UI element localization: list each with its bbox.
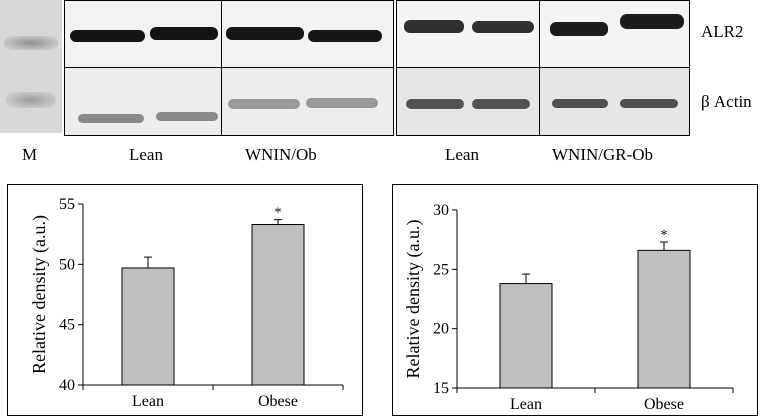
frame-lean2-actin: [396, 67, 540, 136]
band-actin-wninob-1: [228, 99, 300, 109]
frame-lean-alr2: [64, 0, 222, 68]
bar: [637, 249, 691, 389]
frame-wninob-actin: [221, 67, 394, 136]
x-tick-label: Lean: [132, 393, 164, 410]
frame-wnin-gr-ob-alr2: [539, 0, 690, 68]
y-tick-label: 45: [59, 317, 75, 334]
band-alr2-wninob-1: [226, 27, 304, 40]
frame-lean-actin: [64, 67, 222, 136]
bar-chart-right: 15 20 25 30 Lean * Obese Relative density (a.u.…: [403, 202, 734, 413]
y-tick-label: 30: [433, 202, 449, 219]
x-tick-label: Obese: [258, 393, 298, 410]
band-actin-lean-2: [156, 112, 218, 121]
marker-band-bottom: [6, 92, 56, 108]
y-axis-label: Relative density (a.u.): [403, 220, 424, 379]
group-label-lean-1: Lean: [129, 145, 163, 164]
band-alr2-wnin-gr-ob-1: [550, 22, 608, 36]
band-actin-lean-1: [78, 114, 144, 123]
band-alr2-lean-3: [404, 20, 464, 33]
y-tick-label: 50: [59, 256, 75, 273]
y-tick-label: 40: [59, 377, 75, 394]
band-actin-wninob-2: [306, 98, 378, 108]
group-label-wnin-ob: WNIN/Ob: [245, 145, 317, 164]
marker-label: M: [22, 145, 38, 164]
y-axis-label: Relative density (a.u.): [29, 215, 50, 374]
band-alr2-lean-4: [472, 21, 534, 33]
marker-lane: [0, 0, 62, 133]
bar: [499, 283, 553, 389]
band-actin-wnin-gr-ob-1: [552, 99, 608, 108]
y-tick-label: 20: [433, 321, 449, 338]
marker-band-top: [4, 36, 58, 50]
band-alr2-wnin-gr-ob-2: [620, 14, 684, 29]
chart-right-panel: 15 20 25 30 Lean * Obese Relative density (a.u.…: [392, 184, 758, 416]
bar: [121, 267, 175, 386]
blot-alr2-wnin-gr-ob: [396, 0, 690, 68]
y-tick-label: 25: [433, 261, 449, 278]
band-alr2-wninob-2: [308, 30, 382, 42]
y-tick-label: 15: [433, 380, 449, 397]
band-actin-lean-3: [406, 99, 464, 109]
x-tick-label: Lean: [510, 396, 542, 413]
frame-wnin-gr-ob-actin: [539, 67, 690, 136]
y-tick-label: 55: [59, 196, 75, 213]
frame-wninob-alr2: [221, 0, 394, 68]
band-actin-wnin-gr-ob-2: [620, 99, 678, 108]
significance-marker: *: [275, 206, 282, 221]
protein-label-beta-actin: β Actin: [701, 92, 752, 111]
significance-marker: *: [661, 228, 668, 243]
bar: [251, 224, 305, 386]
band-actin-lean-4: [472, 99, 530, 109]
band-alr2-lean-2: [150, 27, 218, 40]
group-label-lean-2: Lean: [445, 145, 479, 164]
frame-lean2-alr2: [396, 0, 540, 68]
group-label-wnin-gr-ob: WNIN/GR-Ob: [552, 145, 654, 164]
bar-chart-left: 40 45 50 55 Lean * Obese Relative density (a.u.…: [29, 196, 344, 410]
chart-left-panel: 40 45 50 55 Lean * Obese Relative density (a.u.…: [7, 184, 363, 416]
protein-label-alr2: ALR2: [701, 22, 744, 41]
x-tick-label: Obese: [644, 396, 684, 413]
band-alr2-lean-1: [70, 30, 145, 42]
